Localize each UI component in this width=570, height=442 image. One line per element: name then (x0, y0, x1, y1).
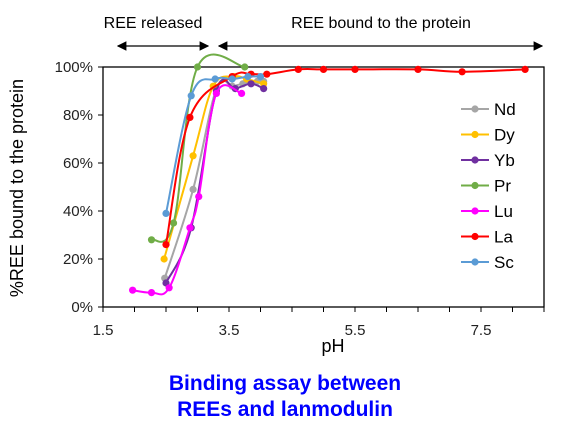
data-point-lu (212, 89, 220, 97)
data-point-pr (169, 219, 178, 227)
legend-label: La (494, 228, 513, 247)
data-point-sc (211, 75, 219, 83)
legend-item-la: La (461, 228, 513, 247)
caption-line-1: Binding assay between (168, 372, 402, 395)
data-point-la (186, 113, 194, 121)
legend-item-pr: Pr (461, 177, 511, 196)
chart-svg: REE released REE bound to the protein 0% 2… (7, 15, 545, 356)
data-point-la (162, 241, 170, 249)
x-tick-label: 1.5 (93, 322, 114, 339)
data-point-yb (247, 80, 255, 88)
data-point-lu (195, 193, 203, 201)
y-tick-label: 20% (63, 251, 93, 268)
data-point-lu (186, 224, 194, 232)
y-tick-label: 100% (55, 59, 93, 76)
series-la (162, 65, 529, 249)
data-point-la (458, 68, 466, 76)
legend-marker (471, 181, 479, 190)
data-point-lu (129, 286, 137, 294)
plot-axes: 0% 20% 40% 60% 80% 100% 1.5 3.5 5.5 7.5 (55, 59, 545, 339)
y-tick-label: 0% (71, 299, 93, 316)
y-axis-label: %REE bound to the protein (7, 79, 27, 297)
data-point-yb (260, 85, 268, 93)
legend-label: Dy (494, 126, 515, 145)
series-nd (161, 77, 268, 282)
data-point-la (294, 65, 302, 73)
legend-item-nd: Nd (461, 100, 516, 119)
data-point-dy (160, 255, 168, 263)
legend-marker (471, 156, 479, 164)
legend-marker (471, 105, 479, 113)
y-tick-label: 40% (63, 203, 93, 220)
released-label: REE released (104, 15, 203, 32)
legend-item-sc: Sc (461, 253, 514, 272)
legend-item-lu: Lu (461, 202, 513, 221)
legend-label: Nd (494, 100, 516, 119)
x-tick-label: 5.5 (345, 322, 366, 339)
series-layer (129, 53, 529, 297)
data-point-pr (147, 236, 156, 244)
data-point-lu (238, 89, 246, 97)
y-tick-label: 60% (63, 155, 93, 172)
data-point-dy (189, 152, 197, 160)
y-tick-label: 80% (63, 107, 93, 124)
data-point-sc (162, 209, 170, 217)
data-point-pr (193, 63, 202, 71)
x-axis-label: pH (321, 336, 344, 356)
data-point-la (521, 65, 529, 73)
data-point-sc (187, 92, 195, 100)
data-point-la (414, 65, 422, 73)
bound-label: REE bound to the protein (291, 15, 471, 32)
data-point-sc (228, 75, 236, 83)
data-point-lu (147, 289, 156, 297)
legend-item-dy: Dy (461, 126, 515, 145)
legend-label: Pr (494, 177, 511, 196)
legend-label: Lu (494, 202, 513, 221)
x-tick-label: 7.5 (471, 322, 492, 339)
data-point-la (351, 65, 359, 73)
data-point-lu (165, 284, 173, 292)
series-yb (162, 78, 268, 287)
legend-marker (471, 207, 479, 215)
legend-label: Yb (494, 151, 515, 170)
legend-marker (471, 258, 479, 266)
legend-marker (471, 130, 479, 139)
region-annotations: REE released REE bound to the protein (104, 15, 544, 51)
x-tick-label: 3.5 (219, 322, 240, 339)
legend: Nd Dy Yb Pr Lu La Sc (461, 100, 516, 272)
data-point-pr (241, 63, 249, 71)
data-point-sc (244, 73, 252, 81)
caption-line-2: REEs and lanmodulin (177, 398, 393, 421)
series-sc (162, 73, 265, 217)
data-point-nd (189, 185, 197, 193)
data-point-sc (256, 73, 265, 81)
series-lu (129, 84, 246, 297)
legend-marker (471, 232, 479, 241)
data-point-la (319, 65, 328, 73)
legend-label: Sc (494, 253, 514, 272)
data-point-la (263, 70, 271, 78)
series-line-la (165, 68, 526, 245)
legend-item-yb: Yb (461, 151, 515, 170)
